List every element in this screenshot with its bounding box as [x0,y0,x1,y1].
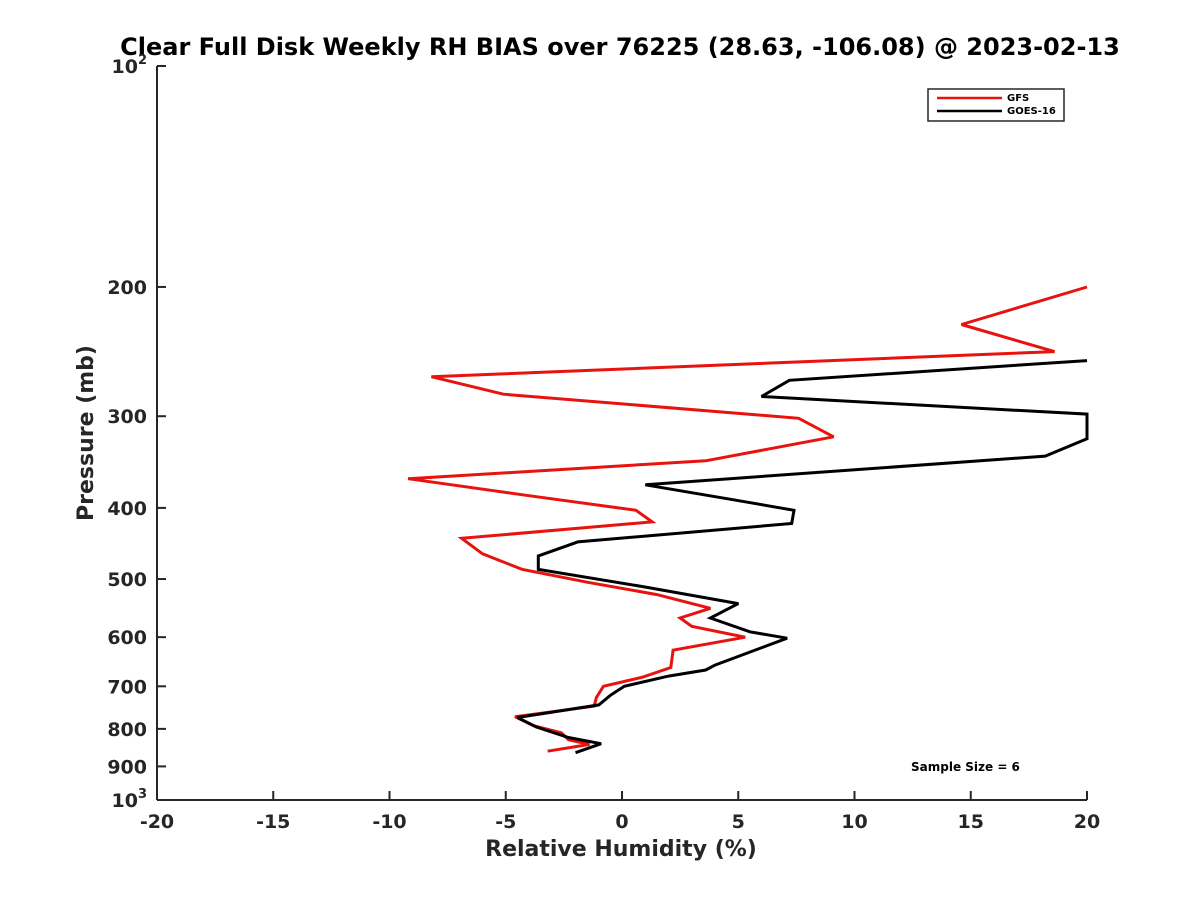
y-tick-label: 800 [107,719,147,741]
y-tick-label: 700 [107,676,147,698]
chart-title: Clear Full Disk Weekly RH BIAS over 7622… [120,33,1120,61]
legend-box [927,88,1065,122]
plot-area: -20 -15 -10 -5 0 5 10 15 20 102 200 300 400 500 600 70… [107,53,1100,833]
y-tick-label: 500 [107,569,147,591]
y-tick-label: 600 [107,627,147,649]
y-tick-label: 102 [112,53,148,78]
y-tick-label: 400 [107,498,147,520]
series-line-goes16 [516,359,1089,755]
legend: GFS GOES-16 [927,88,1065,122]
sample-size-annotation: Sample Size = 6 [911,760,1020,774]
series-layer [407,285,1089,755]
legend-label-goes16: GOES-16 [1007,106,1056,117]
x-axis-label: Relative Humidity (%) [485,837,757,862]
y-tick-label: 103 [112,787,148,812]
y-axis-label: Pressure (mb) [74,345,99,521]
y-tick-label: 900 [107,756,147,778]
x-tick-label: -15 [256,811,290,833]
x-tick-label: 0 [615,811,628,833]
legend-label-gfs: GFS [1007,93,1029,104]
x-ticks: -20 -15 -10 -5 0 5 10 15 20 [140,791,1100,833]
y-ticks: 102 200 300 400 500 600 700 800 900 103 [107,53,166,812]
x-tick-label: 10 [841,811,867,833]
x-tick-label: 15 [958,811,984,833]
y-tick-label: 300 [107,406,147,428]
x-tick-label: -20 [140,811,174,833]
x-tick-label: 5 [732,811,745,833]
x-tick-label: -10 [372,811,406,833]
y-tick-label: 200 [107,277,147,299]
x-tick-label: -5 [495,811,516,833]
x-tick-label: 20 [1074,811,1100,833]
